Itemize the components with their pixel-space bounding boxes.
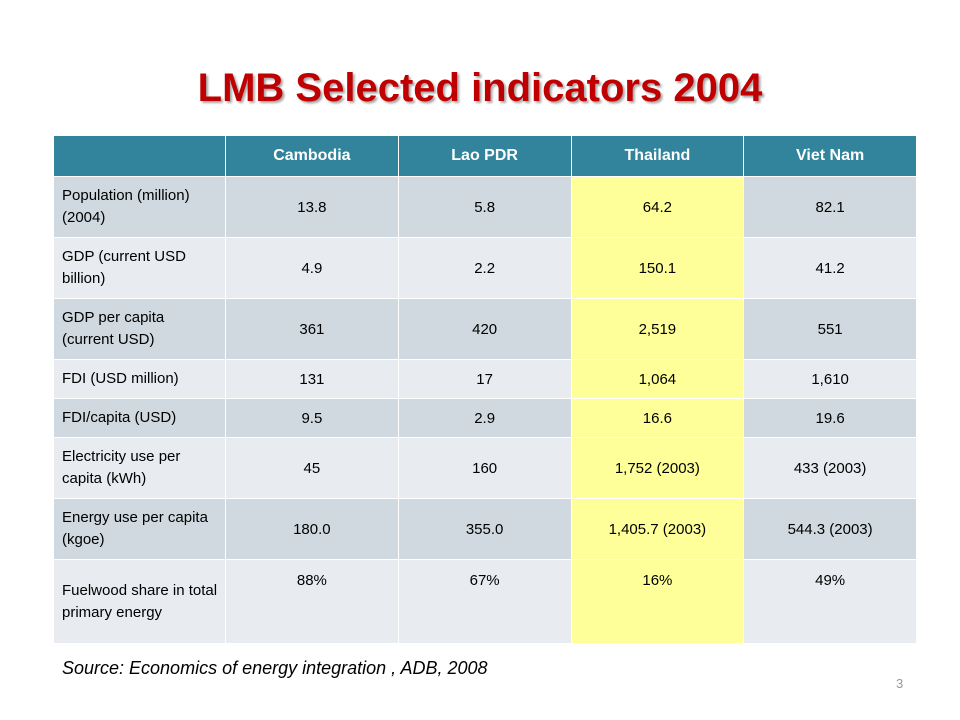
- source-note: Source: Economics of energy integration …: [62, 658, 488, 678]
- table-cell: 420: [397, 298, 572, 360]
- table-row: Electricity use per capita (kWh) 45 160 …: [53, 437, 917, 499]
- header-lao-pdr: Lao PDR: [397, 135, 572, 177]
- table-cell: 1,610: [743, 359, 917, 399]
- table-cell-highlighted: 64.2: [570, 176, 745, 238]
- row-label: Electricity use per capita (kWh): [53, 437, 226, 499]
- table-cell: 433 (2003): [743, 437, 917, 499]
- table-row: Energy use per capita (kgoe) 180.0 355.0…: [53, 498, 917, 560]
- slide-title: LMB Selected indicators 2004: [197, 66, 763, 110]
- table-cell-highlighted: 1,405.7 (2003): [570, 498, 745, 560]
- table-cell-highlighted: 2,519: [570, 298, 745, 360]
- table-cell: 180.0: [225, 498, 399, 560]
- table-cell: 5.8: [397, 176, 572, 238]
- row-label: Population (million) (2004): [53, 176, 226, 238]
- table-cell: 2.9: [397, 398, 572, 438]
- table-cell: 551: [743, 298, 917, 360]
- table-cell: 544.3 (2003): [743, 498, 917, 560]
- table-cell-highlighted: 16.6: [570, 398, 745, 438]
- table-cell-highlighted: 1,064: [570, 359, 745, 399]
- table-cell: 88%: [225, 559, 399, 644]
- indicators-table: Cambodia Lao PDR Thailand Viet Nam Popul…: [53, 135, 917, 644]
- row-label: GDP per capita (current USD): [53, 298, 226, 360]
- table-row: FDI (USD million) 131 17 1,064 1,610: [53, 359, 917, 399]
- table-cell: 45: [225, 437, 399, 499]
- table-cell-highlighted: 150.1: [570, 237, 745, 299]
- header-cambodia: Cambodia: [225, 135, 399, 177]
- table-header-row: Cambodia Lao PDR Thailand Viet Nam: [53, 135, 917, 177]
- table-row: FDI/capita (USD) 9.5 2.9 16.6 19.6: [53, 398, 917, 438]
- table-cell-highlighted: 16%: [570, 559, 745, 644]
- table-cell: 17: [397, 359, 572, 399]
- header-viet-nam: Viet Nam: [743, 135, 917, 177]
- table-cell: 49%: [743, 559, 917, 644]
- table-cell: 13.8: [225, 176, 399, 238]
- header-corner: [53, 135, 226, 177]
- table-row: GDP per capita (current USD) 361 420 2,5…: [53, 298, 917, 360]
- table-cell: 82.1: [743, 176, 917, 238]
- row-label: Fuelwood share in total primary energy: [53, 559, 226, 644]
- row-label: FDI/capita (USD): [53, 398, 226, 438]
- table-cell: 2.2: [397, 237, 572, 299]
- table-row: Population (million) (2004) 13.8 5.8 64.…: [53, 176, 917, 238]
- table-cell: 41.2: [743, 237, 917, 299]
- table-row: Fuelwood share in total primary energy 8…: [53, 559, 917, 644]
- page-number: 3: [896, 676, 904, 691]
- table-cell: 131: [225, 359, 399, 399]
- table-cell: 67%: [397, 559, 572, 644]
- table-cell: 4.9: [225, 237, 399, 299]
- row-label: GDP (current USD billion): [53, 237, 226, 299]
- table-row: GDP (current USD billion) 4.9 2.2 150.1 …: [53, 237, 917, 299]
- row-label: Energy use per capita (kgoe): [53, 498, 226, 560]
- header-thailand: Thailand: [570, 135, 745, 177]
- table-cell: 361: [225, 298, 399, 360]
- table-cell-highlighted: 1,752 (2003): [570, 437, 745, 499]
- table-cell: 160: [397, 437, 572, 499]
- table-cell: 355.0: [397, 498, 572, 560]
- row-label: FDI (USD million): [53, 359, 226, 399]
- table-cell: 19.6: [743, 398, 917, 438]
- table-cell: 9.5: [225, 398, 399, 438]
